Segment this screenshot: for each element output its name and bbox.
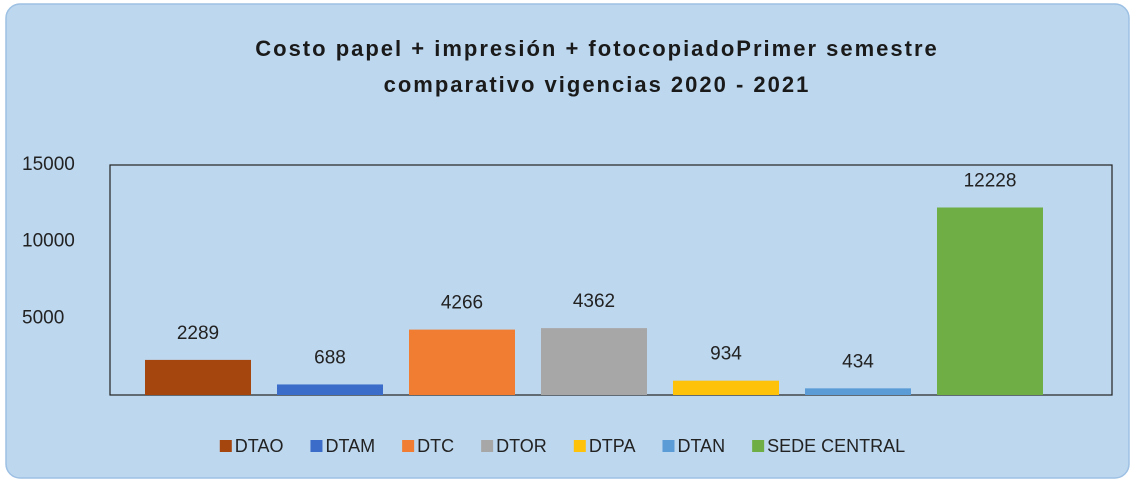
legend-label: DTC [417, 436, 454, 456]
y-tick-label: 5000 [22, 307, 64, 328]
legend-label: DTAN [677, 436, 725, 456]
y-tick-label: 10000 [22, 231, 75, 252]
bar [409, 329, 515, 395]
chart-background [5, 3, 1130, 479]
y-tick-label: 15000 [22, 154, 75, 175]
data-label: 4362 [573, 291, 615, 312]
bar [937, 207, 1043, 395]
chart-title: Costo papel + impresión + fotocopiadoPri… [255, 36, 939, 61]
data-label: 688 [314, 347, 346, 368]
bar [145, 359, 251, 395]
data-label: 4266 [441, 293, 483, 314]
legend-swatch [402, 440, 415, 452]
bar [805, 388, 911, 395]
legend-swatch [573, 440, 586, 452]
legend-label: DTAO [235, 436, 284, 456]
data-label: 934 [710, 344, 742, 365]
bar [541, 328, 647, 395]
legend-swatch [219, 440, 232, 452]
data-label: 12228 [964, 171, 1017, 192]
bar [673, 380, 779, 395]
legend-label: DTPA [589, 436, 636, 456]
legend-swatch [310, 440, 323, 452]
legend-swatch [481, 440, 494, 452]
legend-label: DTAM [325, 436, 375, 456]
legend-swatch [662, 440, 675, 452]
chart-title: comparativo vigencias 2020 - 2021 [384, 72, 811, 97]
legend-label: SEDE CENTRAL [767, 436, 905, 456]
data-label: 434 [842, 351, 874, 372]
data-label: 2289 [177, 323, 219, 344]
legend-swatch [752, 440, 765, 452]
bar [277, 384, 383, 395]
legend-label: DTOR [496, 436, 547, 456]
